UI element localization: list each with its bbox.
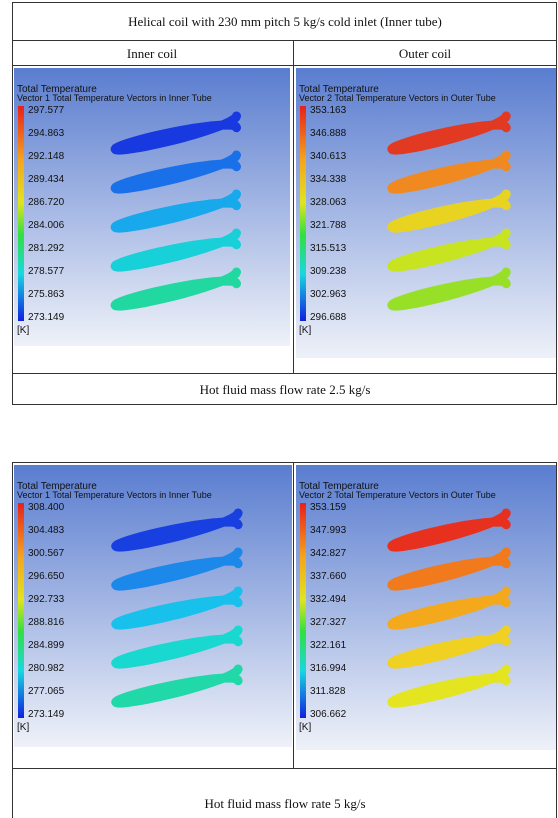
legend-value: 280.982 [28, 663, 65, 674]
legend-value: 353.163 [310, 105, 347, 116]
legend-value: 342.827 [310, 548, 347, 559]
table-title: Helical coil with 230 mm pitch 5 kg/s co… [128, 14, 442, 29]
legend-value: 309.238 [310, 266, 347, 277]
color-bar [18, 503, 24, 718]
color-bar [300, 106, 306, 321]
legend-value: 327.327 [310, 617, 347, 628]
legend-value: 337.660 [310, 571, 347, 582]
legend-value: 284.899 [28, 640, 65, 651]
legend-value: 286.720 [28, 197, 65, 208]
legend-value: 321.788 [310, 220, 347, 231]
legend-value: 288.816 [28, 617, 65, 628]
legend-value: 306.662 [310, 709, 347, 720]
legend-value: 346.888 [310, 128, 347, 139]
legend-value: 294.863 [28, 128, 65, 139]
legend-value: 328.063 [310, 197, 347, 208]
legend-value: 289.434 [28, 174, 65, 185]
document: Helical coil with 230 mm pitch 5 kg/s co… [0, 0, 558, 818]
legend-value: 292.148 [28, 151, 65, 162]
legend-value: 296.650 [28, 571, 65, 582]
legend-value: 284.006 [28, 220, 65, 231]
legend-unit: [K] [299, 722, 311, 733]
legend-value: 302.963 [310, 289, 347, 300]
legend-value: 281.292 [28, 243, 65, 254]
legend-value: 334.338 [310, 174, 347, 185]
legend-unit: [K] [299, 325, 311, 336]
color-bar [18, 106, 24, 321]
legend-value: 332.494 [310, 594, 347, 605]
legend-value: 296.688 [310, 312, 347, 323]
legend-unit: [K] [17, 325, 29, 336]
column-header: Inner coil [127, 46, 178, 61]
legend-subtitle: Vector 2 Total Temperature Vectors in Ou… [299, 93, 496, 103]
legend-value: 315.513 [310, 243, 347, 254]
legend-value: 316.994 [310, 663, 347, 674]
legend-value: 277.065 [28, 686, 65, 697]
legend-value: 322.161 [310, 640, 347, 651]
legend-subtitle: Vector 2 Total Temperature Vectors in Ou… [299, 490, 496, 500]
table-footer: Hot fluid mass flow rate 5 kg/s [204, 796, 365, 811]
color-bar [300, 503, 306, 718]
column-header: Outer coil [399, 46, 452, 61]
legend-value: 273.149 [28, 312, 65, 323]
legend-value: 297.577 [28, 105, 65, 116]
legend-value: 278.577 [28, 266, 65, 277]
legend-value: 292.733 [28, 594, 65, 605]
table-footer: Hot fluid mass flow rate 2.5 kg/s [200, 382, 371, 397]
legend-subtitle: Vector 1 Total Temperature Vectors in In… [17, 490, 212, 500]
legend-value: 304.483 [28, 525, 65, 536]
legend-unit: [K] [17, 722, 29, 733]
legend-value: 300.567 [28, 548, 65, 559]
legend-value: 308.400 [28, 502, 65, 513]
legend-value: 347.993 [310, 525, 347, 536]
legend-value: 311.828 [310, 686, 346, 697]
legend-subtitle: Vector 1 Total Temperature Vectors in In… [17, 93, 212, 103]
legend-value: 273.149 [28, 709, 65, 720]
page: Helical coil with 230 mm pitch 5 kg/s co… [0, 0, 558, 818]
legend-value: 275.863 [28, 289, 65, 300]
legend-value: 340.613 [310, 151, 347, 162]
legend-value: 353.159 [310, 502, 347, 513]
